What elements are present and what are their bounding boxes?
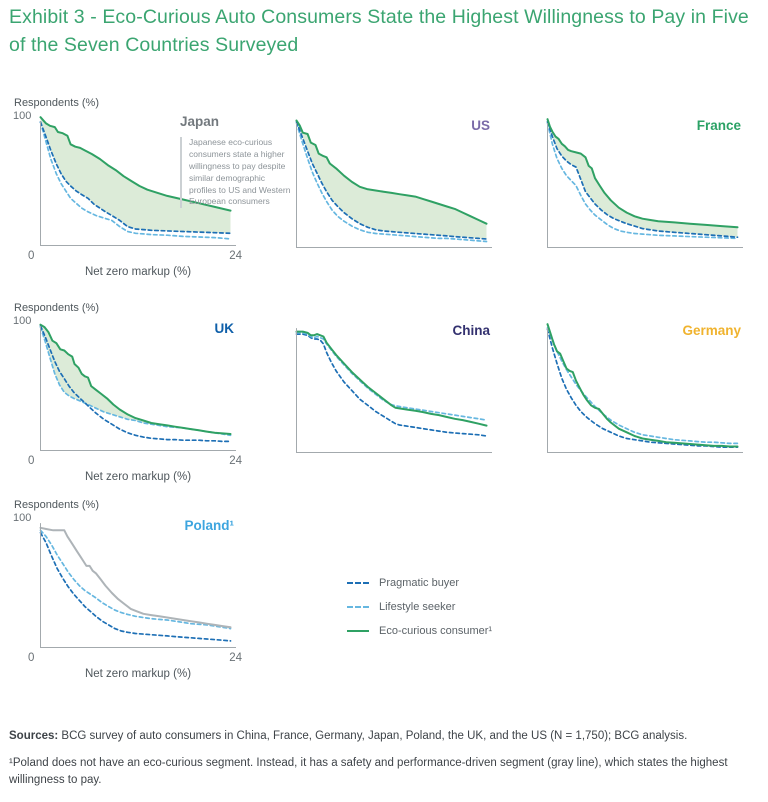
country-label-poland: Poland¹ bbox=[184, 518, 235, 533]
france-chart bbox=[546, 116, 743, 248]
y-tick-100: 100 bbox=[13, 512, 32, 524]
sources-line: Sources: BCG survey of auto consumers in… bbox=[9, 728, 759, 744]
country-label-us: US bbox=[471, 118, 490, 133]
x-tick-24: 24 bbox=[229, 652, 242, 664]
country-label-germany: Germany bbox=[682, 323, 741, 338]
legend-label-lifestyle: Lifestyle seeker bbox=[379, 601, 456, 613]
empty-cell bbox=[540, 497, 768, 709]
lifestyle-line-sample-icon bbox=[347, 606, 369, 608]
x-axis-title: Net zero markup (%) bbox=[84, 471, 192, 483]
japan-annotation: Japanese eco-curious consumers state a h… bbox=[180, 137, 294, 209]
exhibit-footer: Sources: BCG survey of auto consumers in… bbox=[9, 728, 759, 790]
footnote-line: ¹Poland does not have an eco-curious seg… bbox=[9, 757, 728, 787]
x-tick-24: 24 bbox=[229, 250, 242, 262]
eco-line-sample-icon bbox=[347, 630, 369, 632]
legend-label-eco: Eco-curious consumer¹ bbox=[379, 625, 493, 637]
country-label-china: China bbox=[452, 323, 490, 338]
chart-cell-japan: Respondents (%) 100 Japan Japanese eco-c… bbox=[0, 95, 290, 300]
x-tick-0: 0 bbox=[28, 250, 35, 262]
chart-legend: Pragmatic buyer Lifestyle seeker Eco-cur… bbox=[290, 497, 540, 709]
charts-grid: Respondents (%) 100 Japan Japanese eco-c… bbox=[0, 95, 768, 709]
poland-chart bbox=[39, 516, 236, 648]
chart-cell-germany: Germany bbox=[540, 300, 768, 497]
chart-cell-poland: Respondents (%) 100 Poland¹ 0 24 Net zer… bbox=[0, 497, 290, 709]
country-label-france: France bbox=[696, 118, 741, 133]
sources-label: Sources: bbox=[9, 730, 59, 742]
y-tick-100: 100 bbox=[13, 315, 32, 327]
germany-chart bbox=[546, 321, 743, 453]
chart-cell-uk: Respondents (%) 100 UK 0 24 Net zero mar… bbox=[0, 300, 290, 497]
china-chart bbox=[295, 321, 492, 453]
y-axis-title: Respondents (%) bbox=[14, 499, 99, 511]
x-axis-title: Net zero markup (%) bbox=[84, 266, 192, 278]
y-axis-title: Respondents (%) bbox=[14, 97, 99, 109]
x-tick-24: 24 bbox=[229, 455, 242, 467]
us-chart bbox=[295, 116, 492, 248]
country-label-uk: UK bbox=[214, 321, 235, 336]
sources-text: BCG survey of auto consumers in China, F… bbox=[58, 730, 688, 742]
y-axis-title: Respondents (%) bbox=[14, 302, 99, 314]
x-tick-0: 0 bbox=[28, 652, 35, 664]
y-tick-100: 100 bbox=[13, 110, 32, 122]
x-tick-0: 0 bbox=[28, 455, 35, 467]
country-label-japan: Japan bbox=[180, 114, 220, 129]
legend-item-lifestyle: Lifestyle seeker bbox=[347, 601, 540, 613]
page-title: Exhibit 3 - Eco-Curious Auto Consumers S… bbox=[9, 6, 749, 56]
chart-cell-us: US bbox=[290, 95, 540, 300]
legend-label-pragmatic: Pragmatic buyer bbox=[379, 577, 460, 589]
chart-cell-china: China bbox=[290, 300, 540, 497]
chart-cell-france: France bbox=[540, 95, 768, 300]
pragmatic-line-sample-icon bbox=[347, 582, 369, 584]
x-axis-title: Net zero markup (%) bbox=[84, 668, 192, 680]
legend-item-eco: Eco-curious consumer¹ bbox=[347, 625, 540, 637]
uk-chart bbox=[39, 319, 236, 451]
legend-item-pragmatic: Pragmatic buyer bbox=[347, 577, 540, 589]
japan-chart bbox=[39, 114, 236, 246]
